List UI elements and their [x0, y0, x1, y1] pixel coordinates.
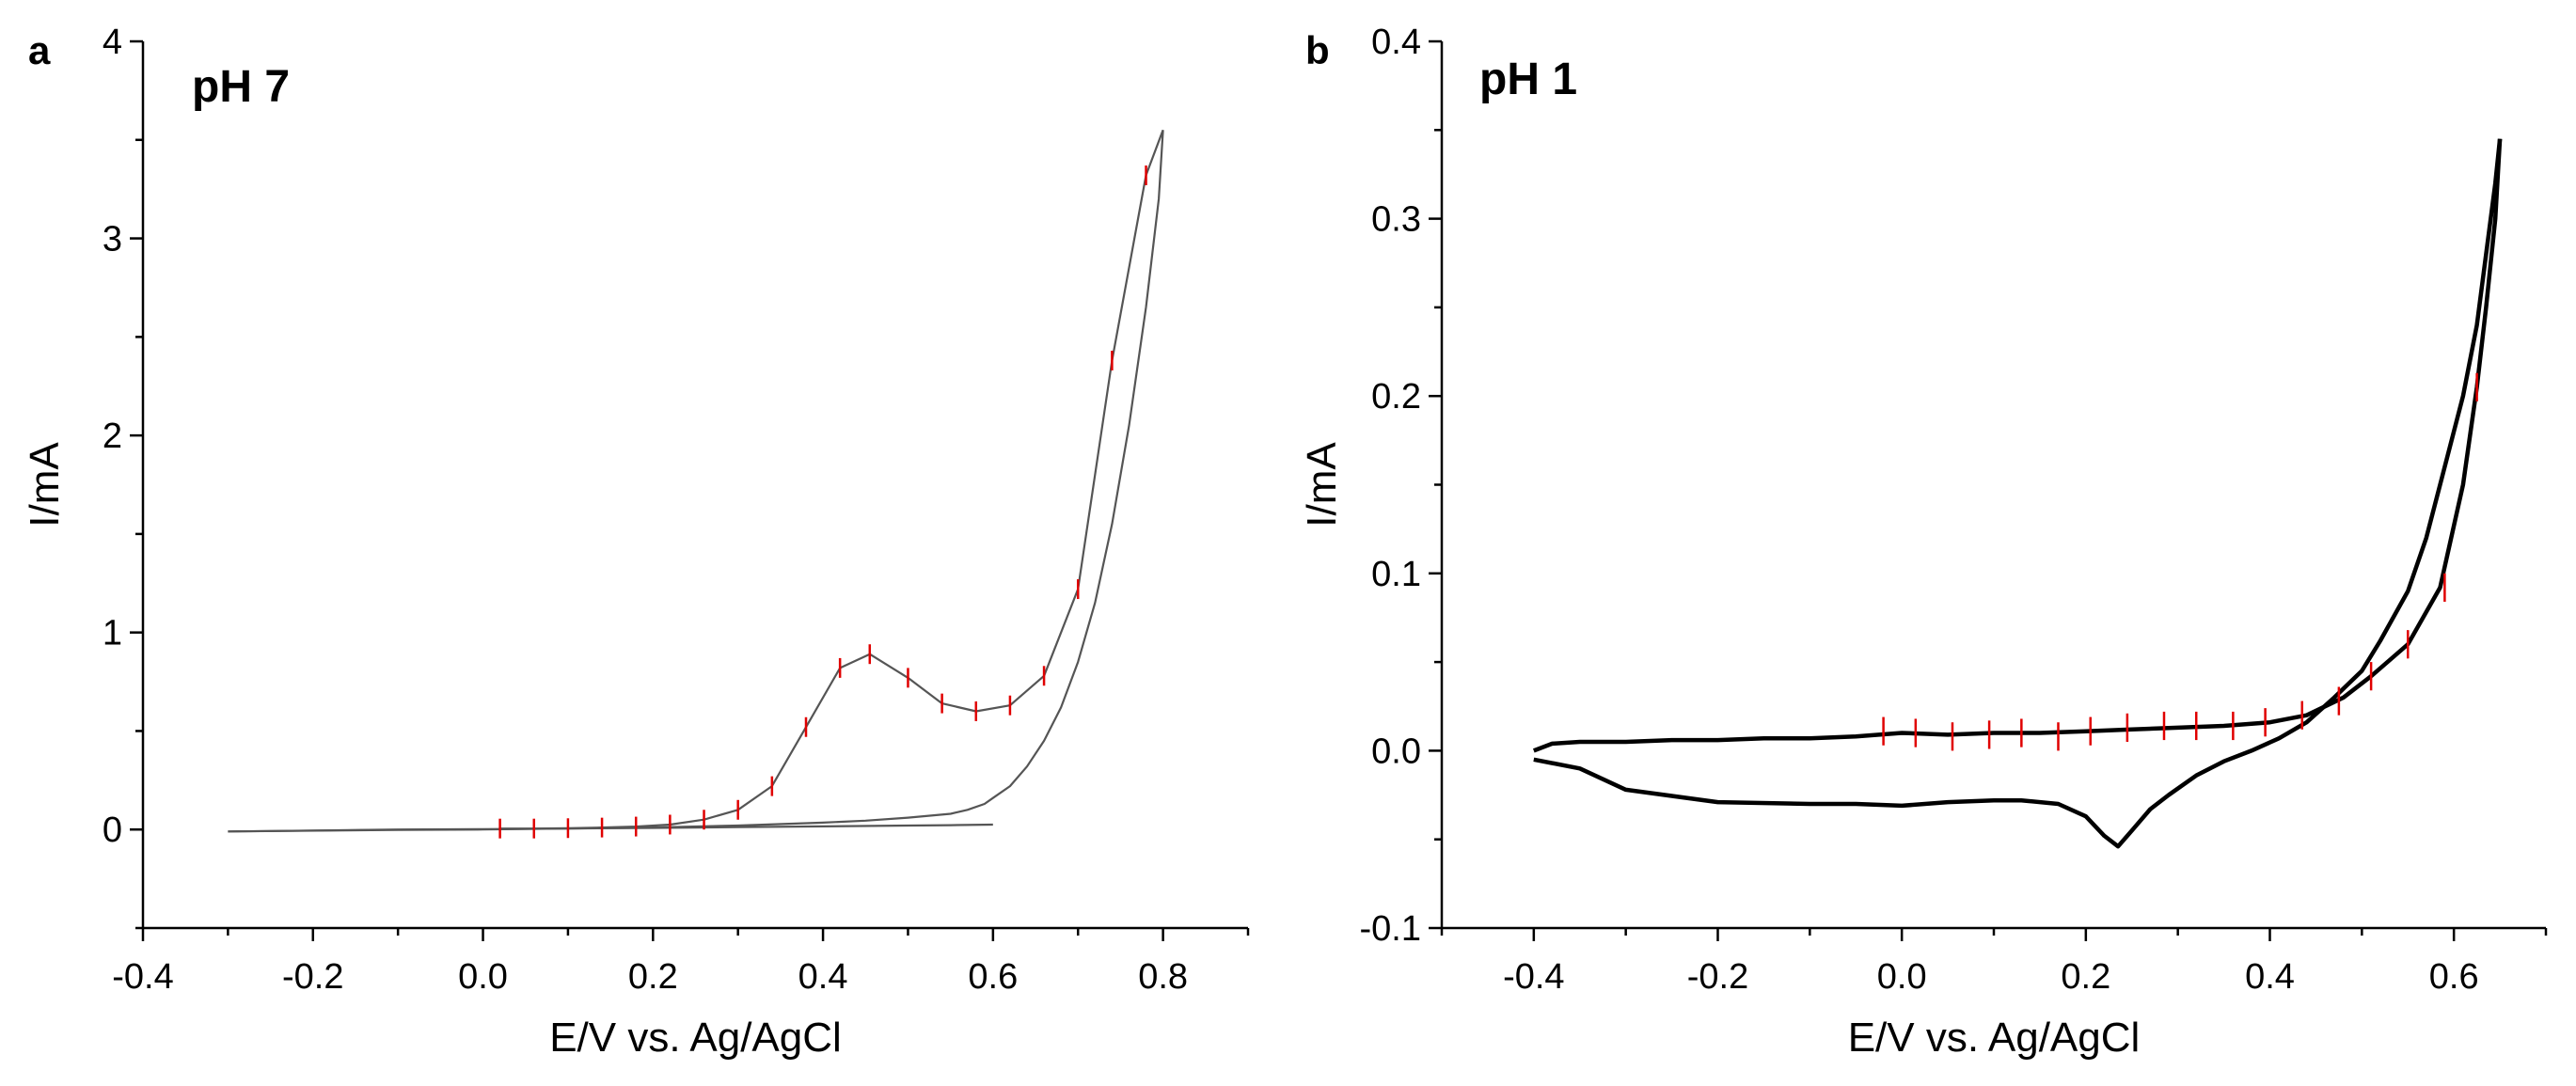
panel-b-y-tick-label: 0.4: [1371, 23, 1421, 62]
panel-a-series-2: [499, 129, 1164, 830]
panel-a-x-tick-label: -0.2: [282, 957, 343, 997]
panel-b-x-axis-title: E/V vs. Ag/AgCl: [1848, 1015, 2141, 1061]
panel-a-x-tick-label: 0.2: [628, 957, 678, 997]
panel-b-y-tick-label: 0.1: [1371, 555, 1421, 594]
panel-a-x-tick-label: 0.8: [1138, 957, 1188, 997]
panel-a-x-tick-label: 0.4: [798, 957, 848, 997]
panel-a-x-axis-title: E/V vs. Ag/AgCl: [549, 1015, 842, 1061]
panel-b: -0.4 -0.2 0.0 0.2 0.4 0.6 -0.1 0.0 0.1 0.2 0.3 0.4 E…: [1299, 23, 2548, 1061]
panel-b-letter: b: [1305, 28, 1330, 72]
panel-a-y-tick-label: 3: [103, 220, 122, 260]
panel-b-x-tick-label: 0.6: [2429, 957, 2479, 997]
panel-a-x-tick-label: 0.6: [968, 957, 1018, 997]
panel-a-x-tick-label: -0.4: [112, 957, 173, 997]
panel-a-series-1: [228, 130, 1164, 833]
panel-a-y-tick-label: 0: [103, 811, 122, 850]
panel-b-x-tick-label: 0.4: [2245, 957, 2295, 997]
panel-b-y-tick-label: 0.0: [1371, 732, 1421, 771]
panel-b-y-tick-label: -0.1: [1360, 909, 1421, 949]
panel-a-y-tick-label: 4: [103, 23, 122, 62]
panel-b-series-0: [1532, 138, 2503, 753]
panel-b-y-axis-title: I/mA: [1299, 442, 1345, 527]
panel-a-y-tick-label: 2: [103, 417, 122, 456]
panel-a-y-axis-title: I/mA: [22, 442, 68, 527]
panel-a: -0.4 -0.2 0.0 0.2 0.4 0.6 0.8 0 1 2 3 4 E/V vs. Ag/A…: [22, 23, 1250, 1061]
panel-a-y-tick-label: 1: [103, 614, 122, 653]
panel-b-x-tick-label: 0.2: [2061, 957, 2110, 997]
panel-b-x-tick-label: 0.0: [1877, 957, 1927, 997]
panel-b-series-1: [1533, 138, 2503, 849]
panel-b-x-tick-label: -0.4: [1503, 957, 1564, 997]
panel-b-x-tick-label: -0.2: [1687, 957, 1748, 997]
panel-b-y-tick-label: 0.3: [1371, 200, 1421, 240]
panel-a-title: pH 7: [192, 62, 290, 112]
panel-a-letter: a: [28, 28, 51, 72]
panel-b-y-tick-label: 0.2: [1371, 377, 1421, 417]
panel-a-x-tick-label: 0.0: [458, 957, 508, 997]
panel-b-title: pH 1: [1479, 55, 1577, 104]
